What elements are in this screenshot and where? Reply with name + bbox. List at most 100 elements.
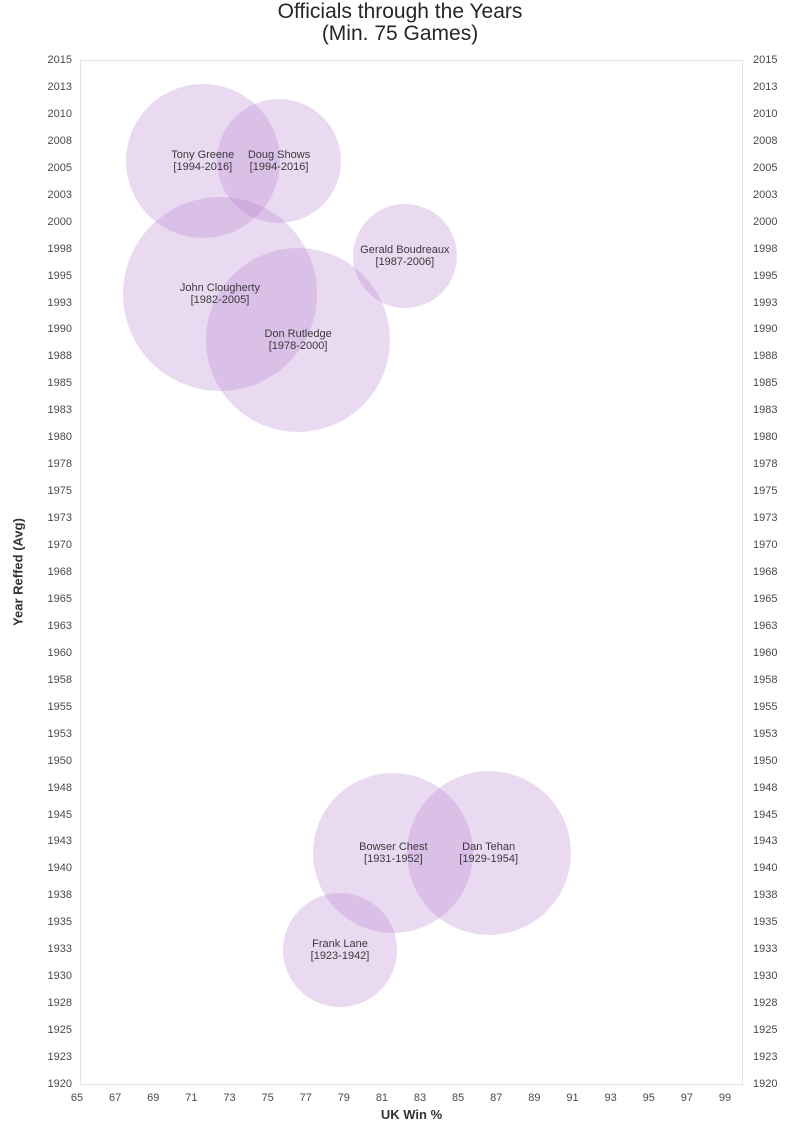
x-axis-title: UK Win % [380, 1107, 443, 1122]
y-tick-label-right: 1943 [753, 835, 778, 848]
x-tick-label: 65 [70, 1092, 84, 1104]
chart-title-line1: Officials through the Years [277, 0, 523, 23]
official-year-range: [1982-2005] [190, 293, 250, 306]
y-tick-label-right: 1973 [753, 512, 778, 525]
bubble-tony-greene [125, 84, 280, 239]
official-name: Frank Lane [312, 938, 368, 951]
y-tick-label-right: 2005 [753, 161, 778, 174]
x-tick-label: 91 [566, 1092, 579, 1104]
y-tick-label-right: 1968 [753, 566, 778, 578]
y-tick-label-left: 1945 [47, 808, 72, 821]
y-tick-label-left: 2010 [47, 107, 72, 120]
y-tick-label-right: 1933 [753, 943, 778, 956]
y-tick-label-left: 1978 [47, 458, 72, 471]
x-tick-label: 81 [375, 1092, 389, 1104]
y-tick-label-right: 1925 [753, 1024, 778, 1037]
y-tick-label-left: 1965 [47, 592, 72, 605]
official-year-range: [1978-2000] [268, 340, 328, 353]
x-tick-label: 73 [223, 1092, 236, 1104]
y-tick-label-right: 1970 [753, 539, 778, 552]
bubble-don-rutledge [206, 248, 391, 433]
y-tick-label-right: 1945 [753, 808, 778, 821]
y-tick-label-left: 1960 [47, 646, 72, 659]
y-tick-label-left: 1940 [47, 862, 72, 875]
y-tick-label-left: 1990 [47, 323, 72, 336]
y-tick-label-right: 1950 [753, 754, 778, 767]
bubble-label-dan-tehan: Dan Tehan [1929-1954] [389, 841, 589, 865]
y-tick-label-left: 1998 [47, 242, 72, 255]
official-name: Don Rutledge [264, 328, 332, 341]
y-tick-label-right: 1940 [753, 862, 778, 875]
y-tick-label-left: 2013 [47, 80, 72, 93]
y-tick-label-left: 1935 [47, 916, 72, 929]
y-tick-label-right: 2003 [753, 188, 778, 201]
x-tick-label: 87 [490, 1092, 503, 1104]
y-tick-label-left: 2005 [47, 161, 72, 174]
y-tick-label-left: 2000 [47, 215, 72, 228]
y-tick-label-left: 1983 [47, 404, 72, 417]
y-tick-label-left: 1930 [47, 970, 72, 983]
y-tick-label-right: 1983 [753, 404, 778, 417]
bubble-label-frank-lane: Frank Lane [1923-1942] [240, 938, 440, 962]
y-tick-label-left: 1993 [47, 296, 72, 309]
y-tick-label-left: 1968 [47, 566, 72, 578]
x-tick-label: 93 [604, 1092, 617, 1104]
y-tick-label-left: 1995 [47, 269, 72, 282]
x-tick-label: 97 [680, 1092, 693, 1104]
bubble-label-gerald-boudreaux: Gerald Boudreaux [1987-2006] [305, 244, 505, 268]
y-tick-label-left: 2015 [47, 54, 72, 66]
y-tick-label-left: 2008 [47, 134, 72, 147]
y-tick-label-right: 1998 [753, 242, 778, 255]
y-tick-label-left: 1988 [47, 350, 72, 363]
x-tick-label: 95 [642, 1092, 655, 1104]
y-tick-label-left: 1955 [47, 700, 72, 713]
y-tick-label-left: 1970 [47, 539, 72, 552]
y-tick-label-right: 1960 [753, 646, 778, 659]
y-tick-label-left: 1953 [47, 727, 72, 740]
x-tick-label: 83 [413, 1092, 427, 1104]
plot-area [80, 60, 743, 1085]
bubble-doug-shows [217, 99, 342, 224]
y-axis-title: Year Reffed (Avg) [10, 518, 26, 626]
y-tick-label-left: 1950 [47, 754, 72, 767]
y-tick-label-left: 1985 [47, 377, 72, 390]
x-tick-label: 67 [108, 1092, 122, 1104]
bubble-dan-tehan [406, 771, 571, 936]
official-name: Gerald Boudreaux [360, 244, 450, 257]
y-tick-label-right: 1920 [753, 1078, 778, 1090]
official-name: Dan Tehan [462, 841, 516, 854]
y-tick-label-right: 1958 [753, 673, 778, 686]
y-tick-label-right: 1993 [753, 296, 778, 309]
bubble-bowser-chest [313, 773, 474, 934]
y-tick-label-right: 1965 [753, 592, 778, 605]
x-tick-label: 75 [261, 1092, 274, 1104]
chart-title: Officials through the Years (Min. 75 Gam… [0, 1, 800, 45]
y-tick-label-left: 1975 [47, 485, 72, 498]
chart-title-line2: (Min. 75 Games) [321, 22, 479, 45]
y-tick-label-right: 1990 [753, 323, 778, 336]
x-tick-label: 69 [147, 1092, 160, 1104]
x-tick-label: 85 [452, 1092, 465, 1104]
official-year-range: [1987-2006] [375, 256, 435, 269]
bubble-label-john-clougherty: John Clougherty [1982-2005] [120, 282, 320, 306]
y-tick-label-right: 1978 [753, 458, 778, 471]
y-tick-label-left: 1938 [47, 889, 72, 902]
y-tick-label-left: 2003 [47, 188, 72, 201]
bubble-john-clougherty [122, 196, 317, 391]
official-year-range: [1923-1942] [310, 950, 370, 963]
official-year-range: [1994-2016] [173, 161, 233, 174]
official-year-range: [1931-1952] [364, 853, 423, 866]
y-tick-label-left: 1958 [47, 673, 72, 686]
y-tick-label-right: 2010 [753, 107, 778, 120]
y-tick-label-right: 1975 [753, 485, 778, 498]
y-tick-label-left: 1973 [47, 512, 72, 525]
y-tick-label-right: 1928 [753, 997, 778, 1010]
official-year-range: [1929-1954] [459, 853, 519, 866]
y-tick-label-left: 1943 [47, 835, 72, 848]
official-name: John Clougherty [179, 281, 260, 294]
y-tick-label-right: 1955 [753, 700, 778, 713]
official-name: Doug Shows [247, 149, 311, 162]
x-tick-label: 77 [299, 1092, 312, 1104]
y-tick-label-right: 1938 [753, 889, 778, 902]
